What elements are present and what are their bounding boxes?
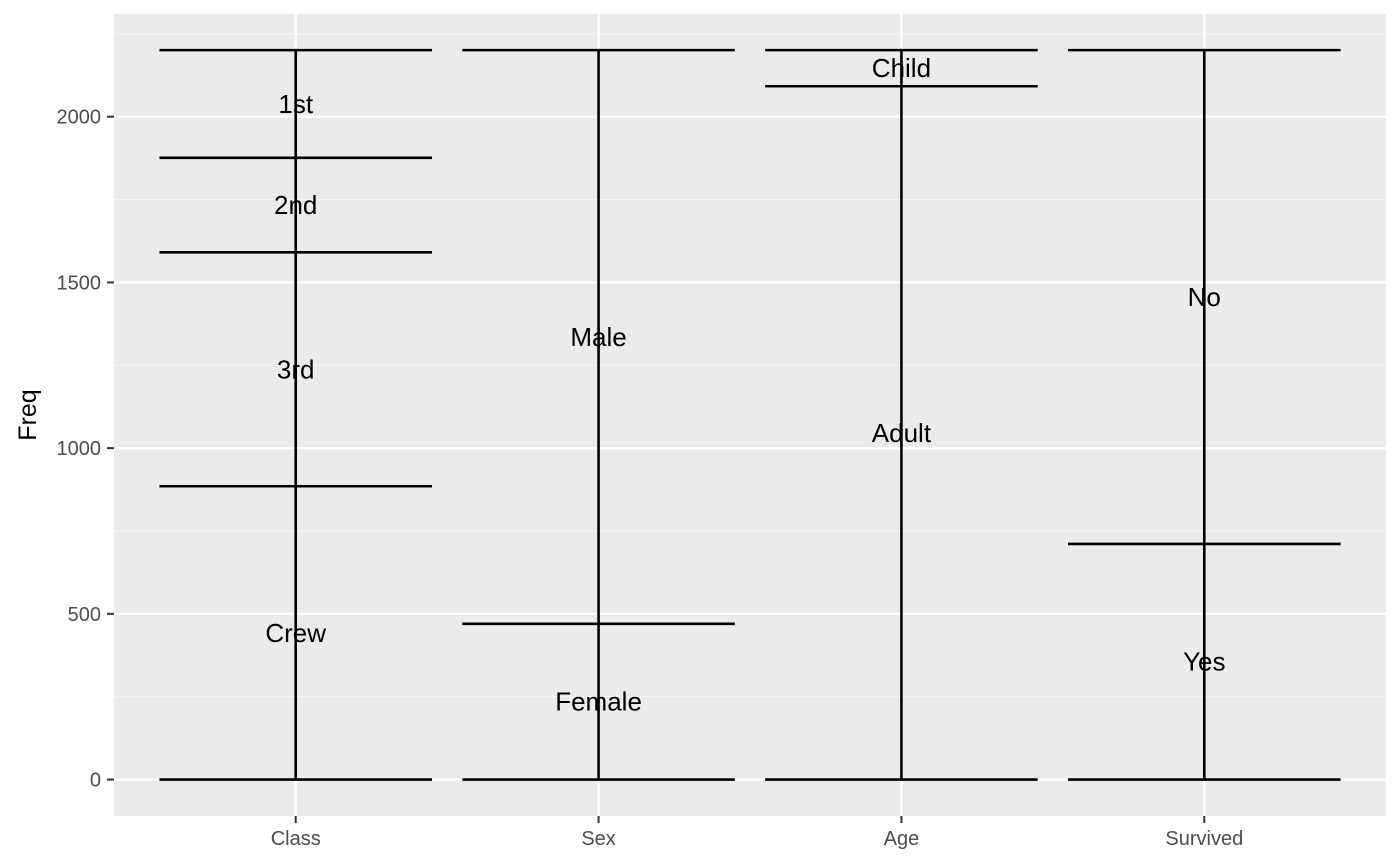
strata: Crew 3rd 2nd 1st Female Male Adult Child Yes No: [159, 48, 1341, 781]
stratum-label-3rd: 3rd: [277, 354, 315, 384]
stratum-label-male: Male: [570, 322, 626, 352]
x-tick-label: Sex: [581, 828, 615, 850]
y-axis-ticks: 0 500 1000 1500 2000: [57, 107, 114, 792]
x-tick-label: Age: [884, 828, 920, 850]
y-tick-label: 1500: [57, 272, 102, 294]
stratum-label-adult: Adult: [872, 418, 932, 448]
stratum-label-child: Child: [872, 53, 931, 83]
x-axis-ticks: Class Sex Age Survived: [271, 816, 1243, 850]
stratum-label-female: Female: [555, 687, 642, 717]
axis-strata-class: Crew 3rd 2nd 1st: [159, 48, 432, 781]
axis-strata-survived: Yes No: [1068, 48, 1341, 781]
stratum-label-crew: Crew: [265, 618, 326, 648]
y-tick-label: 2000: [57, 107, 102, 129]
axis-strata-age: Adult Child: [765, 48, 1038, 781]
y-tick-label: 0: [90, 770, 101, 792]
stratum-label-1st: 1st: [278, 89, 313, 119]
y-axis-title: Freq: [14, 389, 42, 440]
stratum-label-no: No: [1188, 282, 1221, 312]
x-tick-label: Class: [271, 828, 321, 850]
stratum-label-2nd: 2nd: [274, 190, 317, 220]
x-tick-label: Survived: [1165, 828, 1243, 850]
stratum-label-yes: Yes: [1183, 647, 1225, 677]
y-tick-label: 500: [68, 604, 101, 626]
plot-panel-background: [114, 14, 1386, 816]
y-tick-label: 1000: [57, 438, 102, 460]
axis-strata-sex: Female Male: [462, 48, 735, 781]
